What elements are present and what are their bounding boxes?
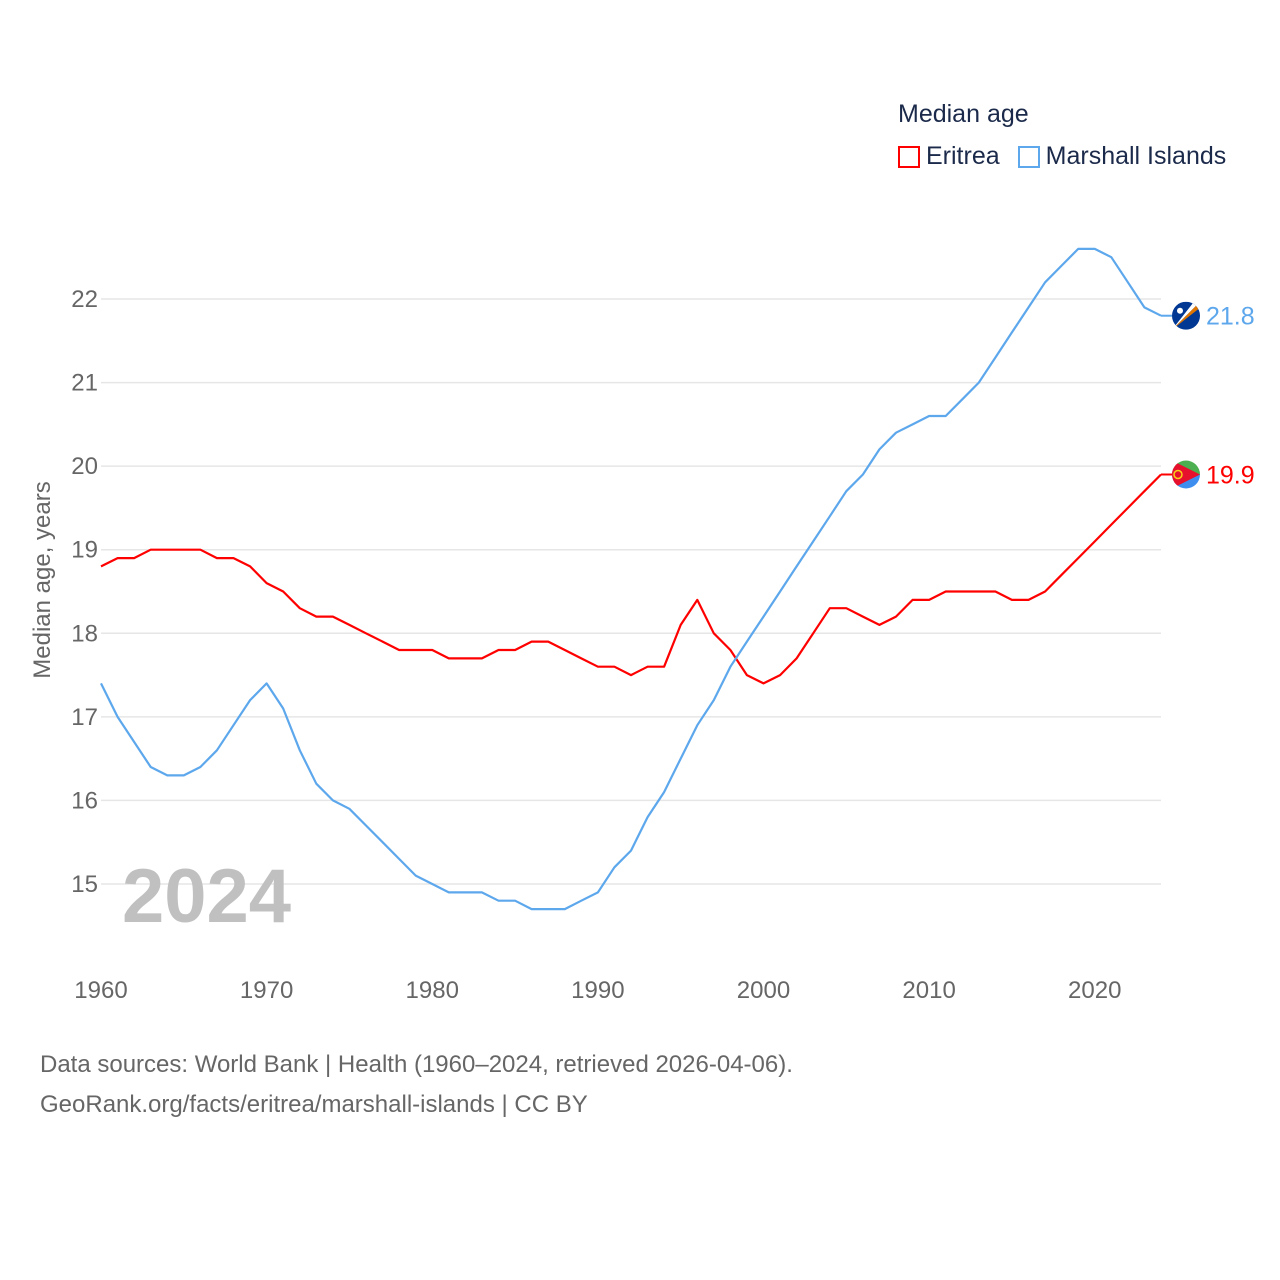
series-line-marshall-islands[interactable]: [100, 247, 1162, 911]
x-tick-label: 1970: [240, 977, 293, 1004]
legend-swatch-marshall-islands: [1017, 145, 1040, 168]
legend-title: Median age: [898, 100, 1029, 128]
legend-label-marshall-islands: Marshall Islands: [1045, 142, 1227, 170]
x-tick-label: 2000: [737, 977, 790, 1004]
x-tick-label: 1980: [406, 977, 459, 1004]
y-tick-label: 19: [71, 537, 98, 564]
y-tick-label: 21: [71, 370, 98, 397]
legend: Eritrea Marshall Islands: [898, 142, 1226, 171]
year-watermark: 2024: [122, 854, 291, 939]
end-value-label: 19.9: [1206, 462, 1255, 490]
source-note: Data sources: World Bank | Health (1960–…: [40, 1045, 793, 1125]
y-tick-label: 18: [71, 620, 98, 647]
source-line-1: Data sources: World Bank | Health (1960–…: [40, 1051, 793, 1078]
legend-item-marshall-islands[interactable]: Marshall Islands: [1017, 142, 1227, 171]
y-tick-label: 17: [71, 704, 98, 731]
y-tick-label: 20: [71, 453, 98, 480]
series-line-eritrea[interactable]: [100, 473, 1162, 685]
legend-swatch-eritrea: [898, 145, 920, 168]
legend-item-eritrea[interactable]: Eritrea: [898, 142, 1000, 171]
source-line-2[interactable]: GeoRank.org/facts/eritrea/marshall-islan…: [40, 1091, 588, 1118]
end-value-label: 21.8: [1206, 303, 1255, 331]
x-tick-label: 2020: [1068, 977, 1121, 1004]
y-tick-label: 16: [71, 787, 98, 814]
eritrea-flag-icon: [1172, 460, 1200, 489]
y-tick-label: 22: [71, 286, 98, 313]
y-axis-label: Median age, years: [29, 481, 56, 678]
x-tick-label: 2010: [902, 977, 955, 1004]
x-tick-label: 1990: [571, 977, 624, 1004]
x-tick-label: 1960: [74, 977, 127, 1004]
marshall-islands-flag-icon: [1172, 301, 1200, 330]
y-tick-label: 15: [71, 871, 98, 898]
legend-label-eritrea: Eritrea: [926, 142, 1000, 170]
